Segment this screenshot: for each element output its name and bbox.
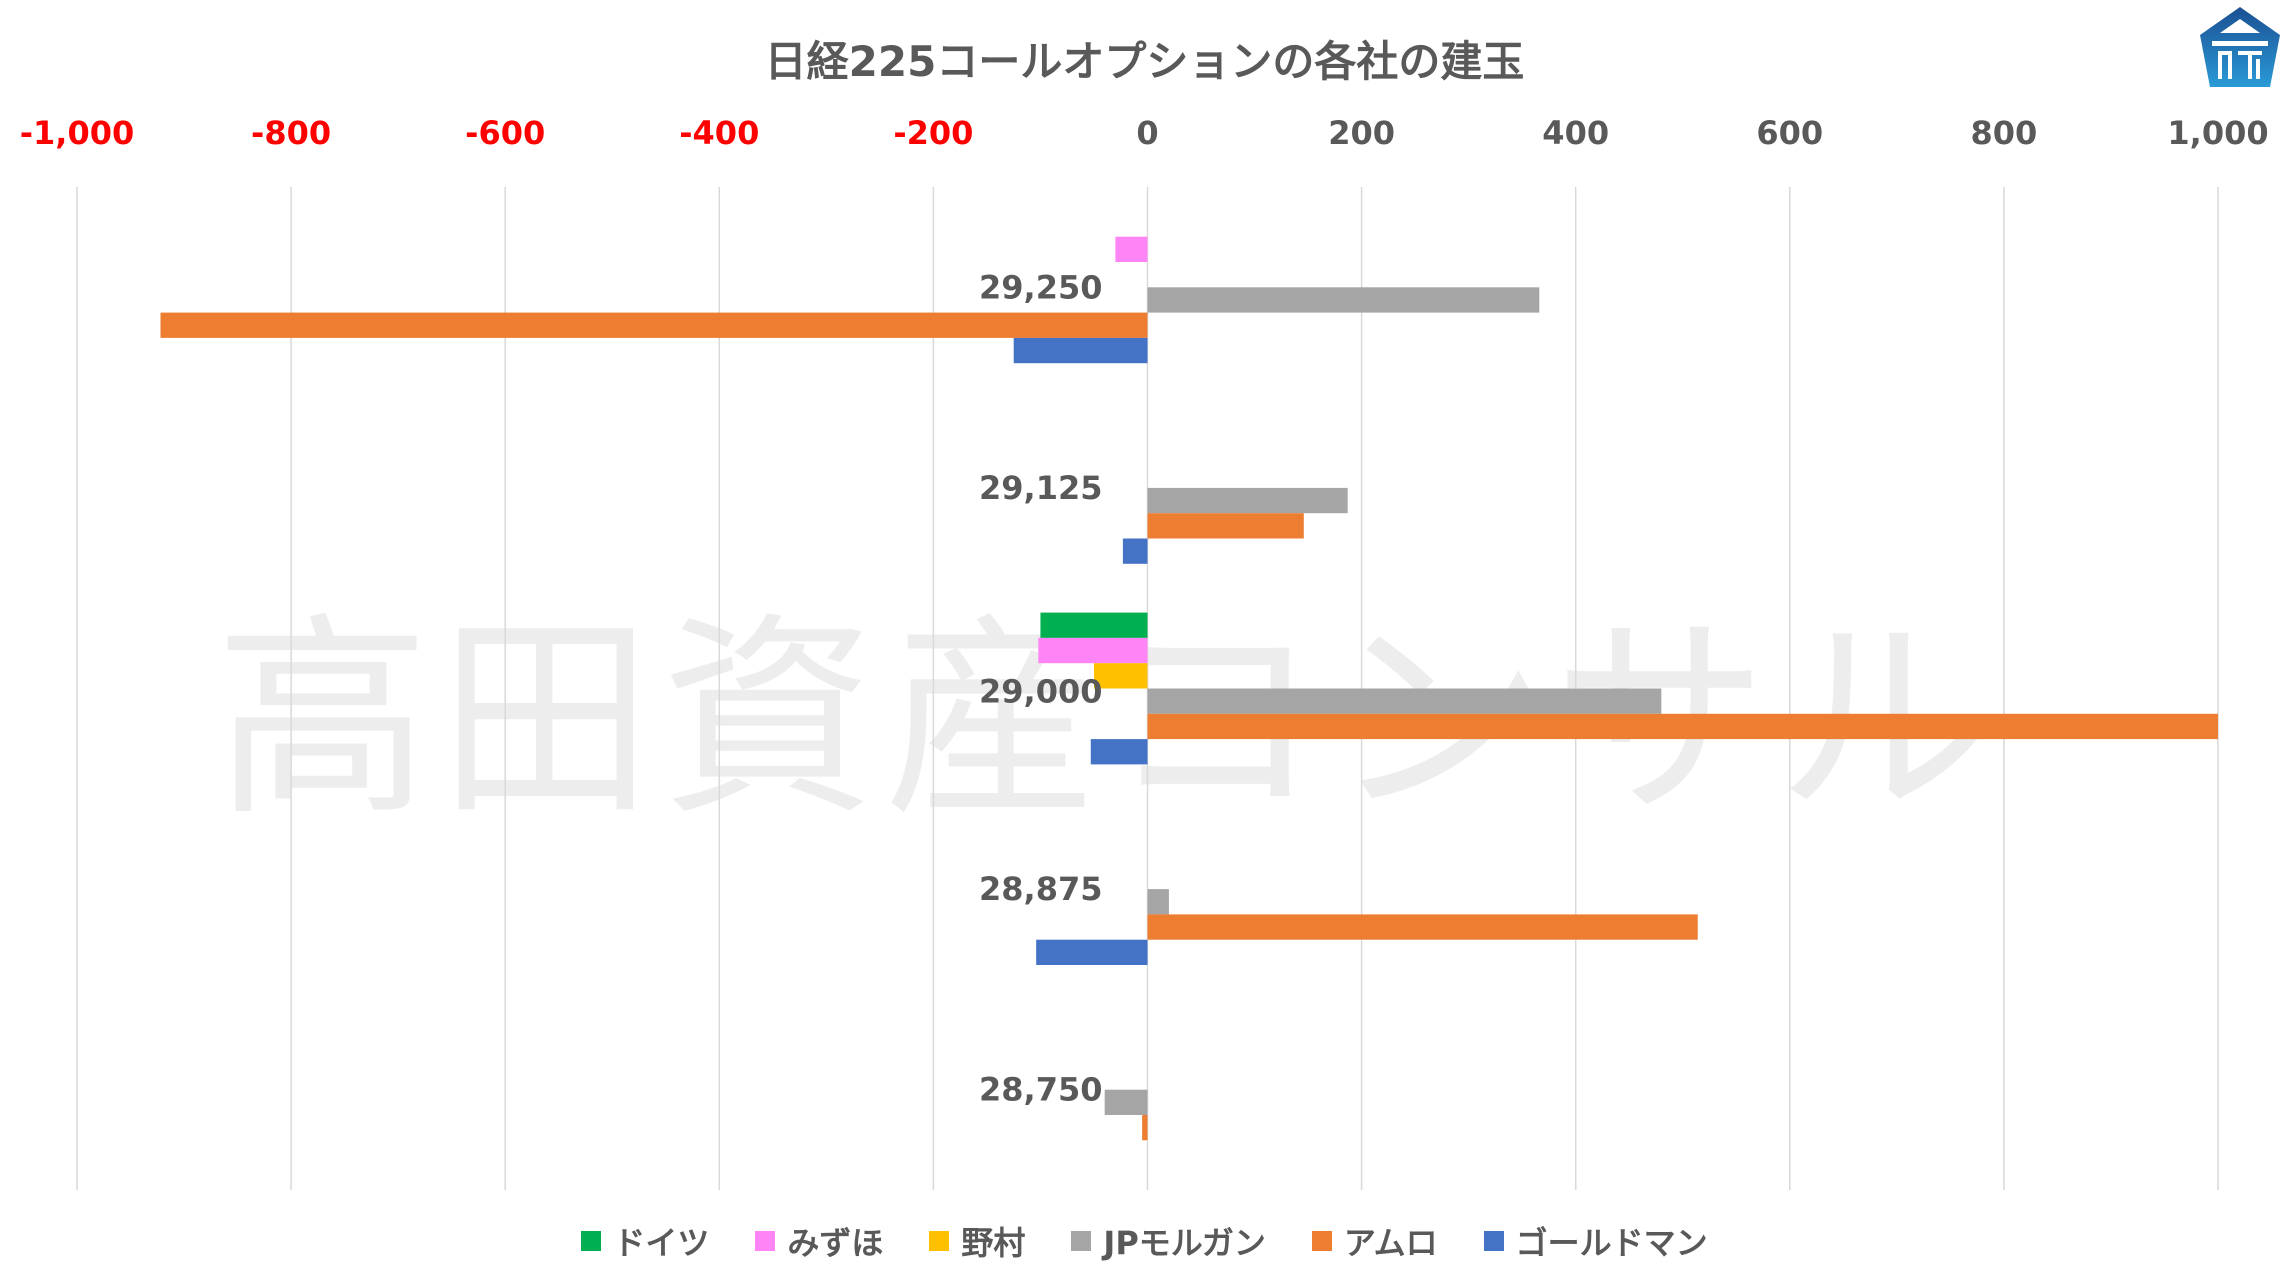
bar-野村 [1093, 663, 1148, 689]
legend-swatch [1483, 1231, 1504, 1251]
bar-ゴールドマン [1090, 739, 1148, 765]
bar-ゴールドマン [1036, 939, 1148, 965]
legend: ドイツ みずほ 野村 JPモルガン アムロ ゴールドマン [0, 1218, 2289, 1264]
bar-ゴールドマン [1122, 538, 1148, 564]
x-tick-label: 1,000 [2167, 114, 2268, 152]
legend-label: アムロ [1343, 1224, 1438, 1262]
x-tick-label: -400 [679, 114, 759, 152]
bar-アムロ [1147, 914, 1698, 940]
bar-JPモルガン [1104, 1089, 1148, 1115]
legend-swatch [929, 1231, 950, 1251]
chart-title: 日経225コールオプションの各社の建玉 [764, 37, 1525, 86]
legend-item: JPモルガン [1071, 1218, 1266, 1264]
legend-item: みずほ [755, 1218, 883, 1264]
category-label: 29,000 [979, 673, 1102, 711]
bar-みずほ [1115, 236, 1148, 262]
bar-ゴールドマン [1013, 337, 1148, 364]
category-label: 28,875 [979, 870, 1102, 908]
legend-item: ドイツ [581, 1218, 709, 1264]
category-label: 29,125 [979, 469, 1102, 507]
bar-アムロ [1147, 513, 1304, 539]
category-label: 28,750 [979, 1071, 1102, 1109]
legend-swatch [1311, 1231, 1332, 1251]
legend-label: ドイツ [613, 1224, 710, 1262]
logo-icon [2200, 7, 2280, 87]
x-tick-label: 200 [1328, 114, 1395, 152]
bar-JPモルガン [1147, 889, 1169, 915]
legend-swatch [581, 1231, 602, 1251]
legend-item: ゴールドマン [1483, 1218, 1708, 1264]
bar-ドイツ [1040, 612, 1148, 638]
legend-label: みずほ [787, 1224, 884, 1262]
x-tick-label: 800 [1971, 114, 2038, 152]
bar-JPモルガン [1147, 688, 1662, 714]
bar-みずほ [1038, 637, 1148, 664]
x-tick-label: -1,000 [20, 114, 135, 152]
legend-swatch [1071, 1231, 1092, 1251]
x-tick-label: 600 [1756, 114, 1823, 152]
x-tick-label: -600 [465, 114, 545, 152]
legend-swatch [755, 1231, 776, 1251]
bar-アムロ [1142, 1115, 1148, 1141]
bar-アムロ [1147, 713, 2218, 740]
legend-item: 野村 [929, 1218, 1025, 1264]
bar-アムロ [160, 312, 1148, 338]
bar-JPモルガン [1147, 287, 1540, 313]
legend-label: 野村 [961, 1224, 1026, 1262]
category-label: 29,250 [979, 268, 1102, 306]
bar-JPモルガン [1147, 487, 1348, 514]
x-tick-label: -800 [251, 114, 331, 152]
x-tick-label: 400 [1542, 114, 1609, 152]
legend-label: ゴールドマン [1515, 1224, 1708, 1262]
legend-label: JPモルガン [1103, 1224, 1266, 1262]
x-tick-label: 0 [1136, 114, 1158, 152]
legend-item: アムロ [1311, 1218, 1438, 1264]
x-tick-label: -200 [893, 114, 973, 152]
